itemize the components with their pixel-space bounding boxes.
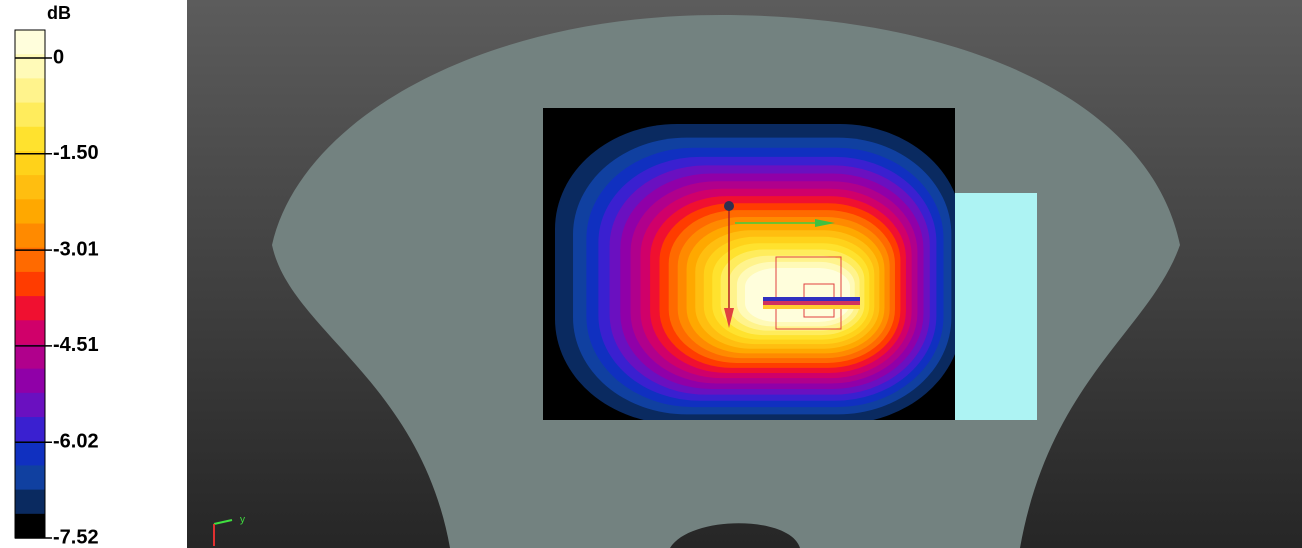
axis-triad: y: [213, 515, 245, 546]
tick-label: -4.51: [53, 334, 99, 356]
probe: [724, 201, 860, 330]
device-block: [955, 193, 1037, 420]
tick-label: -7.52: [53, 526, 99, 548]
tick-label: -1.50: [53, 142, 99, 164]
colorbar-band: [15, 78, 45, 104]
tick-label: -6.02: [53, 431, 99, 453]
colorbar-band: [15, 199, 45, 225]
colorbar-band: [15, 392, 45, 418]
colorbar-band: [15, 223, 45, 249]
tick-label: 0: [53, 46, 64, 68]
colorbar-band: [15, 150, 45, 176]
colorbar-band: [15, 320, 45, 345]
colorbar-band: [15, 489, 45, 515]
colorbar-band: [15, 344, 45, 370]
field-contours: [555, 124, 955, 420]
colorbar-band: [15, 465, 45, 491]
axis-label: y: [240, 515, 245, 526]
colorbar-band: [15, 247, 45, 273]
colorbar-band: [15, 513, 45, 539]
colorbar-band: [15, 175, 45, 200]
colorbar-title: dB: [47, 3, 71, 23]
colorbar-band: [15, 296, 45, 321]
tick-label: -3.01: [53, 238, 99, 260]
colorbar-band: [15, 102, 45, 128]
colorbar-band: [15, 30, 45, 55]
colorbar-band: [15, 368, 45, 394]
colorbar-band: [15, 271, 45, 297]
colorbar-band: [15, 441, 45, 466]
colorbar-band: [15, 417, 45, 442]
colorbar-band: [15, 126, 45, 152]
colorbar: 0 -1.50 -3.01 -4.51 -6.02 -7.52: [14, 29, 99, 548]
